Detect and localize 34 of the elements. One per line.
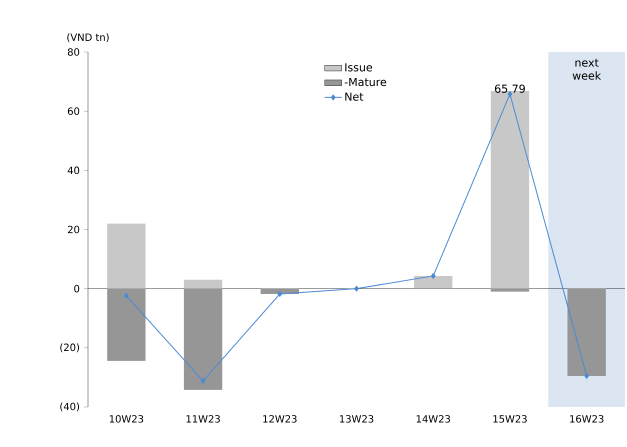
point xyxy=(354,286,359,292)
bar xyxy=(107,288,146,361)
x-tick-label: 14W23 xyxy=(416,415,450,423)
x-tick-label: 16W23 xyxy=(570,415,604,423)
y-axis-title: (VND tn) xyxy=(67,33,109,42)
point xyxy=(430,273,436,279)
bar xyxy=(490,288,530,292)
point xyxy=(277,291,282,297)
legend-label: -Mature xyxy=(344,78,386,86)
bar xyxy=(184,288,222,390)
bar xyxy=(414,276,452,289)
legend-label: Net xyxy=(345,92,364,101)
y-tick-label: (20) xyxy=(60,343,80,352)
y-tick-label: 60 xyxy=(68,107,80,115)
y-tick-label: (40) xyxy=(60,402,80,412)
point xyxy=(584,373,589,379)
bar xyxy=(107,224,146,289)
x-tick-label: 13W23 xyxy=(340,415,374,423)
legend-label: Issue xyxy=(345,63,372,72)
bar xyxy=(567,288,606,376)
data-label: 65.79 xyxy=(494,84,525,93)
x-tick-label: 10W23 xyxy=(110,415,144,423)
point xyxy=(124,292,129,299)
y-tick-label: 40 xyxy=(68,166,80,174)
bar xyxy=(184,280,222,289)
bar xyxy=(490,91,530,289)
point xyxy=(200,378,206,384)
x-tick-label: 15W23 xyxy=(493,415,527,423)
y-tick-label: 20 xyxy=(68,226,80,234)
y-tick-label: 80 xyxy=(68,48,80,56)
band-label: next week xyxy=(572,58,602,80)
x-tick-label: 12W23 xyxy=(263,415,297,423)
y-tick-label: 0 xyxy=(74,284,80,292)
x-tick-label: 11W23 xyxy=(186,415,220,423)
